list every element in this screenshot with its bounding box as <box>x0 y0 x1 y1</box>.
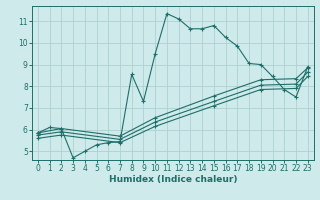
X-axis label: Humidex (Indice chaleur): Humidex (Indice chaleur) <box>108 175 237 184</box>
